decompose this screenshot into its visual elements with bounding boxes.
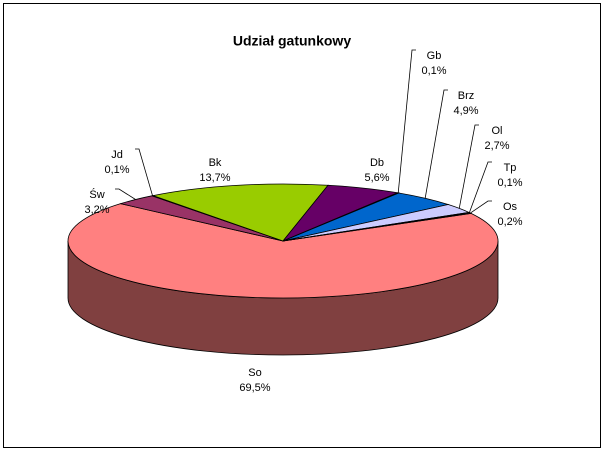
value-label: 0,1%	[497, 177, 522, 189]
value-label: 0,2%	[497, 216, 522, 228]
value-label: 4,9%	[453, 105, 478, 117]
leader-line	[469, 161, 492, 213]
value-label: 13,7%	[199, 172, 230, 184]
chart-title: Udział gatunkowy	[233, 33, 351, 49]
category-label: Db	[370, 157, 384, 169]
leader-line	[397, 49, 416, 193]
value-label: 5,6%	[364, 172, 389, 184]
pie-slice	[282, 212, 473, 242]
category-label: Jd	[111, 149, 123, 161]
value-label: 2,7%	[484, 140, 509, 152]
leader-line	[135, 148, 153, 196]
value-label: 0,1%	[421, 65, 446, 77]
pie-slice	[67, 203, 499, 299]
category-label: Brz	[458, 90, 475, 102]
leader-line	[115, 188, 136, 200]
category-label: Tp	[504, 162, 517, 174]
category-label: Gb	[427, 50, 442, 62]
leader-line	[470, 200, 492, 214]
category-label: Bk	[209, 157, 222, 169]
value-label: 0,1%	[104, 164, 129, 176]
value-label: 69,5%	[239, 382, 270, 394]
value-label: 3,2%	[84, 204, 109, 216]
category-label: Św	[89, 188, 104, 201]
category-label: Os	[503, 201, 518, 213]
category-label: Ol	[492, 125, 503, 137]
pie-slice	[151, 183, 329, 242]
leader-line	[424, 89, 448, 199]
leader-line	[458, 124, 479, 209]
category-label: So	[248, 367, 261, 379]
